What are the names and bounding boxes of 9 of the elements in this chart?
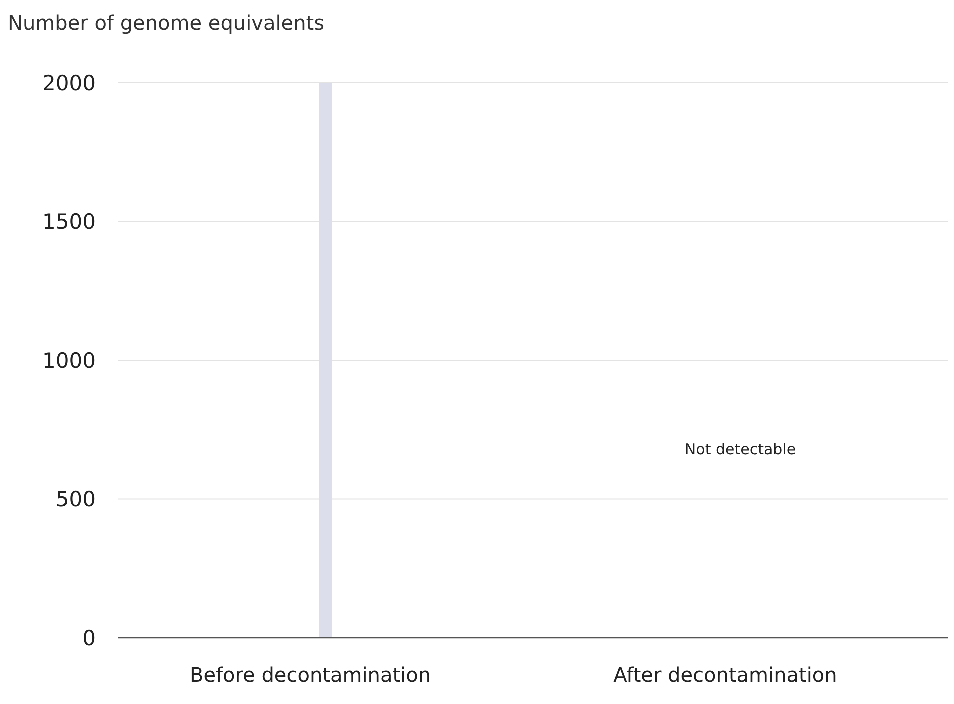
- y-tick-label: 500: [56, 488, 96, 512]
- x-tick-label: After decontamination: [614, 663, 838, 687]
- y-axis-title: Number of genome equivalents: [8, 11, 325, 35]
- y-tick-label: 2000: [42, 71, 96, 96]
- x-tick-label: Before decontamination: [190, 663, 432, 687]
- y-tick-label: 0: [82, 626, 96, 650]
- y-tick-label: 1000: [42, 348, 96, 373]
- y-tick-label: 1500: [42, 210, 96, 234]
- annotation: Not detectable: [684, 440, 796, 459]
